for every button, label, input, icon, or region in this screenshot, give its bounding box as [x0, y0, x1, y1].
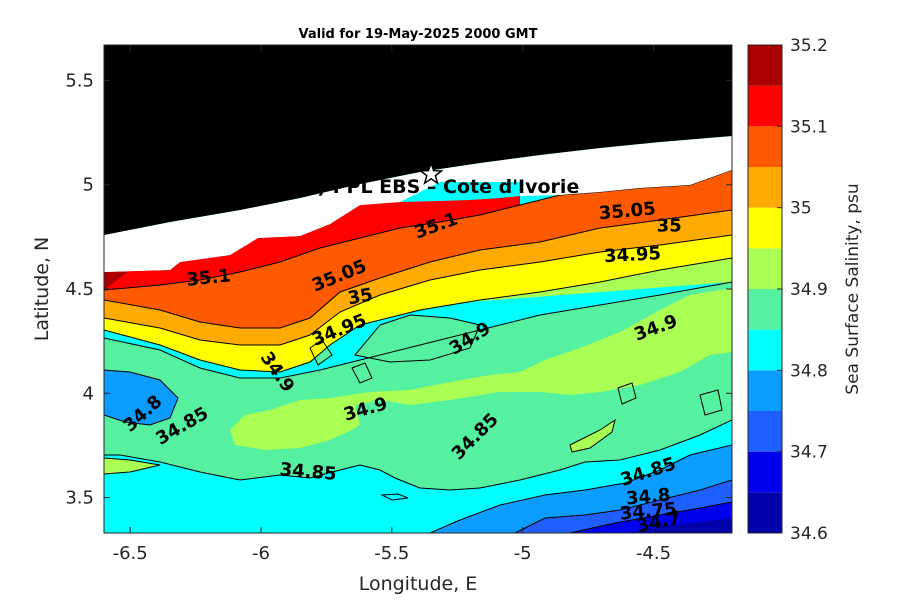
x-axis-label: Longitude, E [359, 573, 478, 595]
band-34.8-34.85-west [104, 370, 178, 425]
y-tick-label: 4 [83, 383, 94, 404]
x-tick-label: -5 [514, 543, 532, 564]
band-34.6-34.65 [630, 518, 732, 533]
contour-label: 34.85 [279, 459, 338, 485]
x-tick-label: -4.5 [636, 543, 671, 564]
y-axis-label: Latitude, N [31, 237, 53, 342]
colorbar-segment [748, 167, 782, 208]
contour-label: 35 [346, 284, 374, 309]
colorbar-segment [748, 45, 782, 86]
band-34.9-34.95-south [104, 458, 160, 474]
colorbar-label: Sea Surface Salinity, psu [843, 183, 863, 394]
x-tick-label: -5.5 [374, 543, 409, 564]
colorbar-segment [748, 85, 782, 127]
band-34.85-34.9-island [355, 315, 480, 362]
x-axis: -6.5 -6 -5.5 -5 -4.5 [113, 45, 671, 564]
contour-field [104, 45, 732, 533]
colorbar-tick-label: 34.9 [790, 280, 828, 300]
colorbar-segment [748, 207, 782, 249]
y-tick-label: 5.5 [65, 70, 94, 91]
colorbar-tick-label: 34.6 [790, 524, 828, 544]
contour-label: 34.75 [619, 499, 678, 525]
contour-label: 35.1 [185, 265, 231, 291]
x-tick-label: -6 [252, 543, 270, 564]
colorbar-tick-label: 35.1 [790, 117, 828, 137]
colorbar-segment [748, 370, 782, 411]
colorbar-segment [748, 248, 782, 289]
y-tick-label: 3.5 [65, 488, 94, 509]
y-axis: 3.5 4 4.5 5 5.5 [65, 70, 732, 509]
band-35.15-35.2 [104, 272, 128, 290]
contour-label: 34.8 [625, 485, 671, 510]
contour-label: 35.05 [598, 198, 657, 224]
colorbar-segment [748, 126, 782, 167]
band-35.05-35.1 [104, 170, 732, 328]
contour-label: 35 [657, 215, 682, 236]
unsampled-coastal-strip [104, 136, 732, 272]
contour-label: 34.95 [604, 243, 662, 267]
band-35-35.05 [104, 210, 732, 345]
colorbar-segment [748, 289, 782, 330]
band-34.95-35 [104, 235, 732, 372]
band-35.1-35.15 [104, 196, 520, 290]
y-tick-label: 5 [83, 175, 94, 196]
colorbar-tick-label: 35 [790, 199, 812, 219]
colorbar-segment [748, 411, 782, 452]
land-mask [104, 45, 732, 235]
x-tick-label: -6.5 [113, 543, 148, 564]
colorbar-tick-label: 34.7 [790, 443, 828, 463]
colorbar-segment [748, 451, 782, 493]
colorbar: 34.6 34.7 34.8 34.9 35 35.1 35.2 [747, 36, 828, 544]
site-star-marker [418, 161, 444, 185]
colorbar-tick-label: 35.2 [790, 36, 828, 56]
site-annotation: (ONHYM) PPL EBS – Cote d'Ivorie [228, 176, 579, 198]
colorbar-segment [748, 329, 782, 371]
colorbar-tick-label: 34.8 [790, 361, 828, 381]
chart-title: Valid for 19-May-2025 2000 GMT [299, 27, 538, 42]
colorbar-segment [748, 492, 782, 533]
y-tick-label: 4.5 [65, 279, 94, 300]
